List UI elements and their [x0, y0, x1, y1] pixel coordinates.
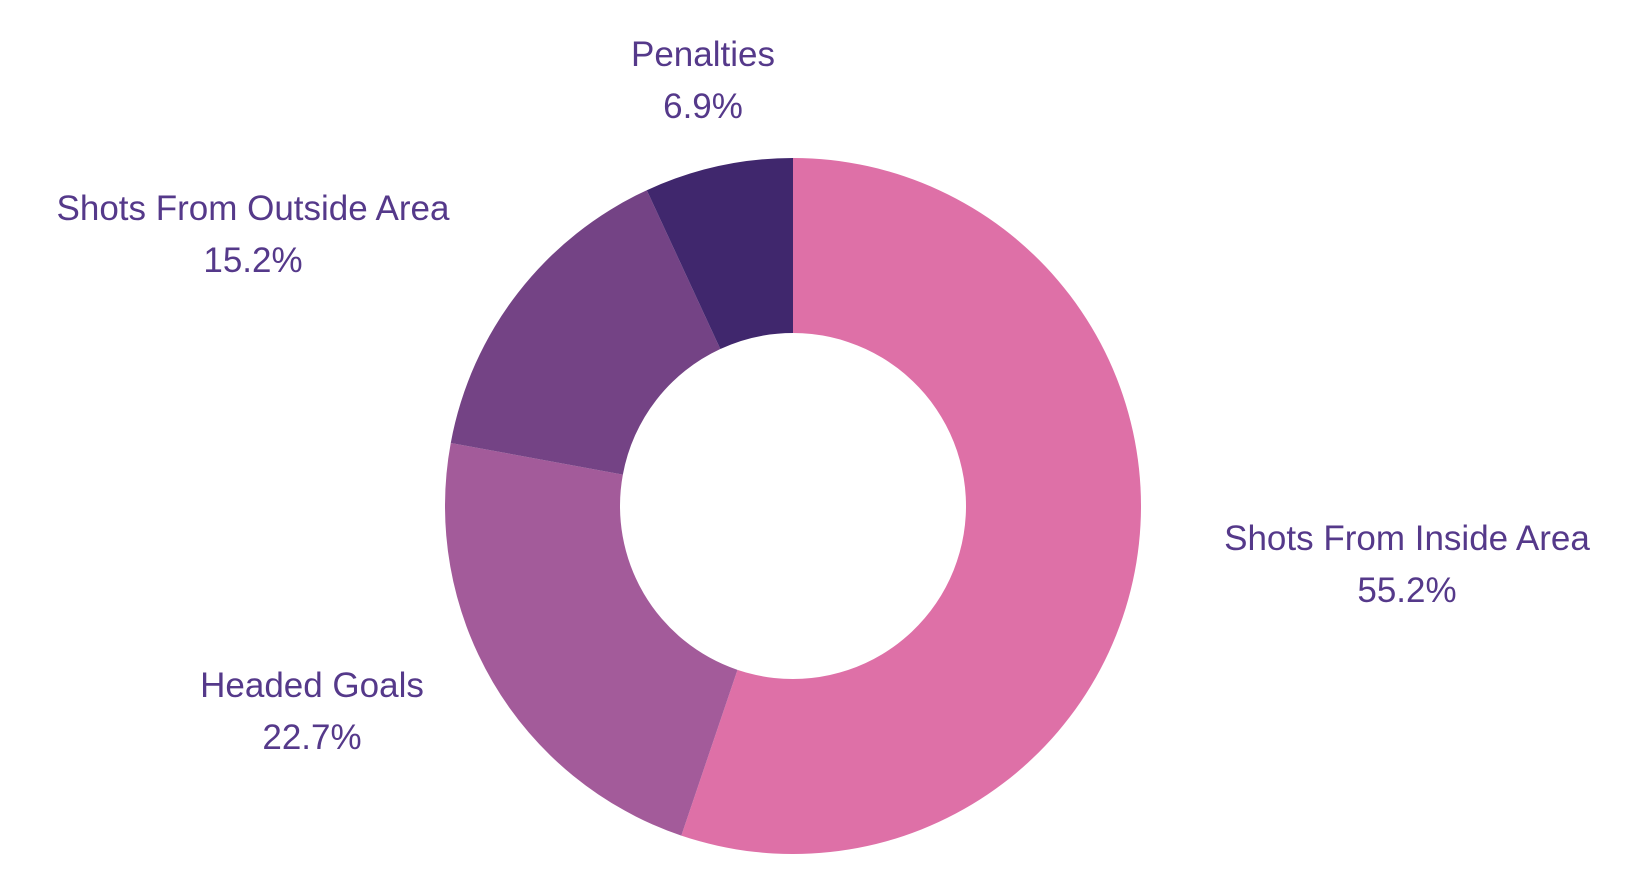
slice-headed-goals [445, 442, 738, 836]
slice-penalties [646, 158, 793, 350]
slice-value-penalties: 6.9% [663, 87, 743, 126]
slice-label-shots-from-outside-area: Shots From Outside Area [57, 189, 450, 228]
chart-slices [445, 158, 1141, 854]
slice-value-shots-from-outside-area: 15.2% [203, 241, 302, 280]
slice-value-shots-from-inside-area: 55.2% [1357, 571, 1456, 610]
chart-labels: Shots From Inside Area 55.2% Headed Goals 2… [57, 35, 1591, 757]
slice-label-penalties: Penalties [631, 35, 775, 74]
slice-shots-from-outside-area [450, 190, 721, 475]
slice-label-shots-from-inside-area: Shots From Inside Area [1224, 519, 1590, 558]
slice-label-headed-goals: Headed Goals [200, 666, 424, 705]
slice-shots-from-inside-area [681, 158, 1141, 854]
slice-value-headed-goals: 22.7% [262, 718, 361, 757]
